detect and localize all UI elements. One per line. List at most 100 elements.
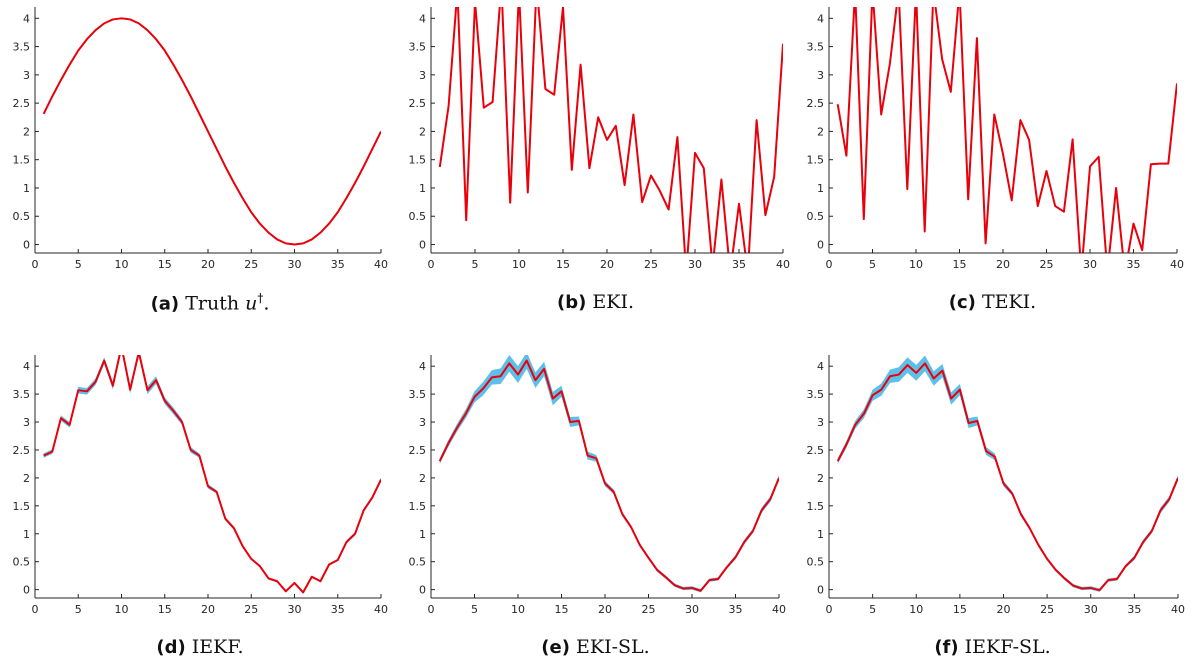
x-tick-label: 15 (158, 258, 172, 271)
y-tick-label: 3.5 (13, 41, 31, 54)
x-tick-label: 30 (685, 603, 699, 616)
series-line-0 (438, 7, 783, 253)
x-tick-label: 30 (1084, 603, 1098, 616)
y-tick-label: 1 (23, 182, 30, 195)
chart-f: 0 5 10 15 20 25 30 35 40 0 0.5 1 1.5 2 2.5 3 3.5 4 (807, 355, 1185, 616)
panel-b: 0 5 10 15 20 25 30 35 40 0 0.5 1 1.5 2 2.5 3 3.5 4 (b) EK… (397, 0, 794, 333)
series-line-0 (836, 7, 1177, 253)
panel-d: 0 5 10 15 20 25 30 35 40 0 0.5 1 1.5 2 2.5 3 3.5 4 (d) IE… (0, 344, 397, 667)
y-tick-label: 1.5 (409, 154, 427, 167)
panel-f: 0 5 10 15 20 25 30 35 40 0 0.5 1 1.5 2 2.5 3 3.5 4 (f) IE… (794, 344, 1191, 667)
y-tick-label: 0 (817, 239, 824, 252)
caption-d-tag: (d) (156, 637, 186, 658)
plot-area (836, 7, 1177, 253)
x-tick-label: 20 (598, 603, 612, 616)
x-tick-label: 35 (331, 603, 345, 616)
y-tick-label: 0 (23, 239, 30, 252)
series-line-0 (42, 17, 381, 246)
y-tick-label: 2.5 (409, 97, 427, 110)
x-tick-label: 5 (75, 258, 82, 271)
x-tick-label: 35 (1127, 258, 1141, 271)
y-tick-label: 3.5 (807, 388, 825, 401)
y-tick-label: 2 (419, 125, 426, 138)
plot-area (42, 17, 381, 246)
x-tick-label: 40 (776, 258, 790, 271)
y-tick-label: 3.5 (409, 41, 427, 54)
x-tick-label: 10 (512, 258, 526, 271)
uncertainty-band (837, 355, 1178, 592)
y-tick-label: 4 (23, 12, 30, 25)
x-tick-label: 10 (909, 603, 923, 616)
y-tick-label: 4 (419, 360, 426, 373)
caption-c-tag: (c) (948, 292, 976, 313)
y-tick-label: 2.5 (409, 444, 427, 457)
uncertainty-band (43, 355, 381, 594)
plot-area (438, 355, 779, 593)
y-tick-label: 0.5 (13, 210, 31, 223)
x-tick-label: 5 (869, 258, 876, 271)
y-tick-label: 2 (817, 472, 824, 485)
y-tick-label: 1.5 (13, 500, 31, 513)
x-tick-label: 5 (471, 603, 478, 616)
y-tick-label: 1 (817, 182, 824, 195)
x-tick-label: 40 (374, 258, 388, 271)
y-tick-label: 1.5 (807, 500, 825, 513)
y-tick-label: 0 (23, 584, 30, 597)
uncertainty-band (439, 355, 779, 593)
y-tick-label: 0.5 (807, 210, 825, 223)
y-tick-label: 2 (419, 472, 426, 485)
x-tick-label: 15 (556, 258, 570, 271)
x-tick-label: 30 (288, 603, 302, 616)
x-tick-label: 20 (997, 603, 1011, 616)
plot-area (836, 355, 1178, 592)
x-tick-label: 35 (729, 603, 743, 616)
x-tick-label: 25 (1040, 258, 1054, 271)
x-tick-label: 20 (201, 603, 215, 616)
chart-b: 0 5 10 15 20 25 30 35 40 0 0.5 1 1.5 2 2.5 3 3.5 4 (409, 7, 790, 271)
y-tick-label: 4 (817, 12, 824, 25)
caption-a-sup: † (257, 291, 264, 305)
x-tick-label: 35 (1127, 603, 1141, 616)
y-tick-label: 0.5 (409, 210, 427, 223)
plot-area (43, 355, 381, 594)
x-tick-label: 0 (32, 258, 39, 271)
caption-f-text: IEKF-SL. (964, 636, 1051, 658)
caption-b-tag: (b) (557, 292, 587, 313)
x-tick-label: 25 (244, 603, 258, 616)
caption-e: (e) EKI-SL. (397, 636, 794, 658)
y-tick-label: 2.5 (13, 97, 31, 110)
y-tick-label: 0.5 (13, 556, 31, 569)
x-tick-label: 25 (1040, 603, 1054, 616)
y-tick-label: 4 (23, 360, 30, 373)
x-tick-label: 20 (600, 258, 614, 271)
plot-area (438, 7, 783, 253)
y-tick-label: 3 (419, 416, 426, 429)
x-tick-label: 25 (244, 258, 258, 271)
x-tick-label: 10 (115, 603, 129, 616)
caption-a-tag: (a) (150, 293, 180, 315)
y-tick-label: 2 (23, 472, 30, 485)
x-tick-label: 35 (331, 258, 345, 271)
caption-f-tag: (f) (934, 637, 959, 658)
chart-c: 0 5 10 15 20 25 30 35 40 0 0.5 1 1.5 2 2.5 3 3.5 4 (807, 7, 1184, 271)
y-tick-label: 3 (419, 69, 426, 82)
y-tick-label: 3 (23, 416, 30, 429)
x-tick-label: 25 (644, 258, 658, 271)
x-tick-label: 0 (428, 603, 435, 616)
panel-a: 0 5 10 15 20 25 30 35 40 0 0.5 1 1.5 2 2.5 3 3.5 4 (a) Tr… (0, 0, 397, 333)
x-tick-label: 20 (201, 258, 215, 271)
y-tick-label: 3 (817, 69, 824, 82)
y-tick-label: 1 (419, 528, 426, 541)
y-tick-label: 4 (817, 360, 824, 373)
panel-e: 0 5 10 15 20 25 30 35 40 0 0.5 1 1.5 2 2.5 3 3.5 4 (e) EK… (397, 344, 794, 667)
caption-b: (b) EKI. (397, 291, 794, 313)
chart-e: 0 5 10 15 20 25 30 35 40 0 0.5 1 1.5 2 2.5 3 3.5 4 (409, 355, 786, 616)
caption-a-math: u (245, 292, 258, 315)
x-tick-label: 40 (772, 603, 786, 616)
x-tick-label: 10 (115, 258, 129, 271)
x-tick-label: 30 (688, 258, 702, 271)
x-tick-label: 15 (555, 603, 569, 616)
x-tick-label: 15 (953, 603, 967, 616)
caption-a: (a) Truth u†. (0, 291, 420, 314)
x-tick-label: 30 (288, 258, 302, 271)
